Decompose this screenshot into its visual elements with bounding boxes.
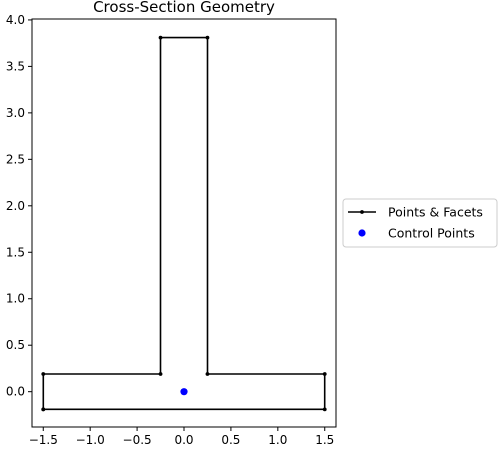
- x-tick-label: 0.0: [174, 433, 193, 447]
- legend-label: Control Points: [388, 226, 475, 241]
- y-tick-label: 3.5: [6, 59, 25, 73]
- y-tick-label: 0.5: [6, 338, 25, 352]
- plot-marks: [41, 35, 327, 412]
- y-tick-label: 2.0: [6, 199, 25, 213]
- geometry-point: [205, 372, 210, 376]
- geometry-point: [41, 372, 46, 376]
- x-tick-label: 0.5: [221, 433, 240, 447]
- y-tick-label: 1.5: [6, 245, 25, 259]
- y-tick-label: 2.5: [6, 152, 25, 166]
- y-tick-label: 3.0: [6, 106, 25, 120]
- geometry-point: [158, 372, 163, 376]
- legend-point-swatch: [360, 210, 364, 214]
- facet-polyline: [42, 36, 326, 411]
- x-tick-label: 1.0: [268, 433, 287, 447]
- x-tick-label: −1.0: [76, 433, 105, 447]
- x-tick-label: −0.5: [123, 433, 152, 447]
- x-tick-label: 1.5: [315, 433, 334, 447]
- y-axis: 0.0 0.5 1.0 1.5 2.0 2.5 3.0 3.5 4.0: [6, 13, 32, 399]
- y-tick-label: 4.0: [6, 13, 25, 27]
- geometry-point: [322, 407, 327, 412]
- legend-dot-swatch: [358, 229, 366, 237]
- y-tick-label: 1.0: [6, 292, 25, 306]
- legend-box: [342, 198, 498, 248]
- y-tick-label: 0.0: [6, 385, 25, 399]
- legend-items: Points & Facets Control Points: [348, 205, 483, 241]
- geometry-point: [158, 35, 163, 40]
- legend: Points & Facets Control Points: [342, 198, 498, 248]
- x-axis: −1.5 −1.0 −0.5 0.0 0.5 1.0 1.5: [29, 427, 334, 447]
- x-tick-label: −1.5: [29, 433, 58, 447]
- control-point: [180, 388, 188, 396]
- chart-title: Cross-Section Geometry: [93, 0, 275, 16]
- geometry-point: [205, 35, 210, 40]
- plot-frame: [31, 18, 337, 428]
- geometry-point: [41, 407, 46, 412]
- geometry-point: [322, 372, 327, 376]
- legend-label: Points & Facets: [388, 205, 483, 220]
